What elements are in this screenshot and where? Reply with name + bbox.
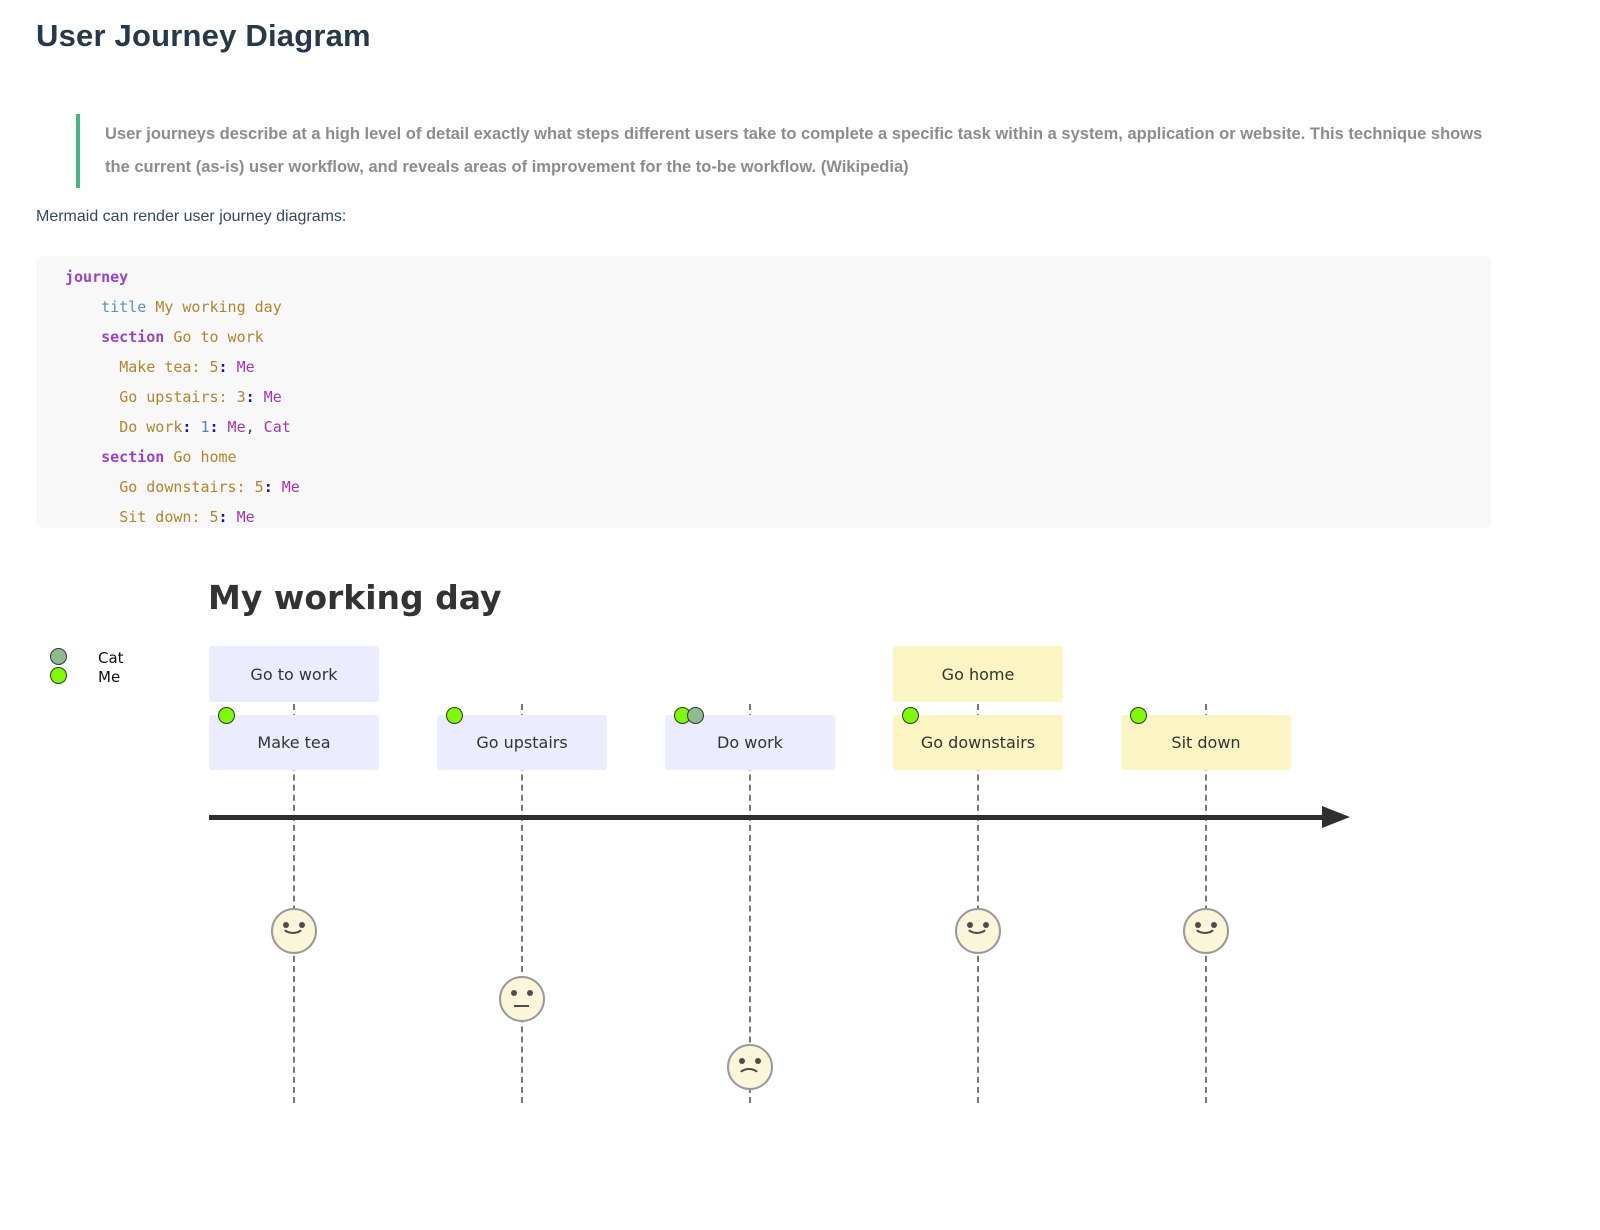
code-token: Do work bbox=[119, 418, 183, 436]
code-line: title My working day bbox=[65, 292, 1491, 322]
code-token: title bbox=[101, 298, 147, 316]
code-token: Go upstairs: 3 bbox=[119, 388, 246, 406]
code-token: journey bbox=[65, 268, 129, 286]
code-line: Do work: 1: Me, Cat bbox=[65, 412, 1491, 442]
code-token: Me bbox=[272, 478, 300, 496]
actor-dot-me bbox=[217, 706, 235, 724]
code-token: , bbox=[245, 418, 255, 436]
face-sad bbox=[727, 1044, 773, 1090]
task-box: Sit down bbox=[1121, 715, 1291, 770]
legend-dot-me bbox=[50, 667, 67, 684]
intro-text: Mermaid can render user journey diagrams… bbox=[36, 208, 347, 225]
code-token: Sit down: 5 bbox=[119, 508, 219, 526]
code-token bbox=[65, 328, 101, 346]
code-token: 1 bbox=[191, 418, 210, 436]
diagram-title: My working day bbox=[208, 578, 502, 617]
code-token bbox=[65, 298, 101, 316]
code-token bbox=[65, 388, 119, 406]
task-label: Do work bbox=[717, 733, 783, 752]
code-token: : bbox=[218, 358, 228, 376]
section-label: Go home bbox=[941, 664, 1015, 684]
face-mouth-neutral bbox=[514, 1005, 529, 1007]
legend-label: Cat bbox=[98, 649, 124, 667]
timeline-arrowhead bbox=[1322, 806, 1350, 828]
code-token bbox=[65, 418, 119, 436]
actor-dot-me bbox=[1129, 706, 1147, 724]
actor-dot-me bbox=[445, 706, 463, 724]
code-token: Me bbox=[227, 358, 255, 376]
face-eye-right bbox=[755, 1058, 761, 1064]
task-grid-line bbox=[521, 704, 523, 1103]
code-token: Cat bbox=[254, 418, 291, 436]
task-grid-line bbox=[749, 704, 751, 1103]
face-mouth-happy bbox=[281, 915, 305, 934]
section-label: Go to work bbox=[250, 664, 338, 684]
face-eye-left bbox=[511, 990, 517, 996]
code-token: section bbox=[101, 448, 165, 466]
code-token: Go downstairs: 5 bbox=[119, 478, 264, 496]
face-eye-left bbox=[739, 1058, 745, 1064]
code-token bbox=[65, 478, 119, 496]
legend-dot-cat bbox=[50, 648, 67, 665]
code-token: : bbox=[182, 418, 192, 436]
task-box: Do work bbox=[665, 715, 835, 770]
task-label: Go downstairs bbox=[920, 733, 1036, 752]
code-block: journey title My working day section Go … bbox=[36, 256, 1491, 528]
code-line: Go upstairs: 3: Me bbox=[65, 382, 1491, 412]
face-neutral bbox=[499, 976, 545, 1022]
task-grid-line bbox=[1205, 704, 1207, 1103]
task-label: Go upstairs bbox=[476, 733, 568, 752]
task-label: Make tea bbox=[257, 733, 331, 752]
code-line: Go downstairs: 5: Me bbox=[65, 472, 1491, 502]
code-token: : bbox=[245, 388, 255, 406]
task-grid-line bbox=[293, 704, 295, 1103]
actor-dot-cat bbox=[686, 706, 704, 724]
legend-label: Me bbox=[98, 668, 121, 686]
timeline-arrow bbox=[209, 815, 1322, 820]
blockquote-text: User journeys describe at a high level o… bbox=[105, 125, 1483, 176]
task-grid-line bbox=[977, 704, 979, 1103]
code-token bbox=[65, 448, 101, 466]
code-token: Me bbox=[254, 388, 282, 406]
task-box: Go downstairs bbox=[893, 715, 1063, 770]
section-box: Go to work bbox=[209, 646, 379, 702]
code-token: My working day bbox=[155, 298, 282, 316]
blockquote: User journeys describe at a high level o… bbox=[76, 114, 1524, 188]
code-token bbox=[65, 358, 119, 376]
code-token bbox=[146, 298, 155, 316]
code-token: section bbox=[101, 328, 165, 346]
code-token: Go home bbox=[173, 448, 237, 466]
code-token: : bbox=[263, 478, 273, 496]
code-token: Go to work bbox=[173, 328, 264, 346]
code-token: : bbox=[218, 508, 228, 526]
page-title: User Journey Diagram bbox=[36, 18, 371, 53]
code-line: Sit down: 5: Me bbox=[65, 502, 1491, 528]
actor-dot-me bbox=[901, 706, 919, 724]
task-box: Make tea bbox=[209, 715, 379, 770]
task-label: Sit down bbox=[1171, 733, 1241, 752]
code-line: section Go to work bbox=[65, 322, 1491, 352]
face-mouth-happy bbox=[965, 915, 989, 934]
code-token: Make tea: 5 bbox=[119, 358, 219, 376]
task-box: Go upstairs bbox=[437, 715, 607, 770]
face-eye-right bbox=[527, 990, 533, 996]
section-box: Go home bbox=[893, 646, 1063, 702]
code-token: Me bbox=[227, 508, 255, 526]
face-mouth-happy bbox=[1193, 915, 1217, 934]
code-token: Me bbox=[218, 418, 246, 436]
face-happy bbox=[1183, 908, 1229, 954]
code-line: Make tea: 5: Me bbox=[65, 352, 1491, 382]
code-token bbox=[65, 508, 119, 526]
face-happy bbox=[271, 908, 317, 954]
code-line: section Go home bbox=[65, 442, 1491, 472]
code-line: journey bbox=[65, 262, 1491, 292]
face-mouth-sad bbox=[737, 1068, 761, 1087]
code-token: : bbox=[209, 418, 219, 436]
face-happy bbox=[955, 908, 1001, 954]
